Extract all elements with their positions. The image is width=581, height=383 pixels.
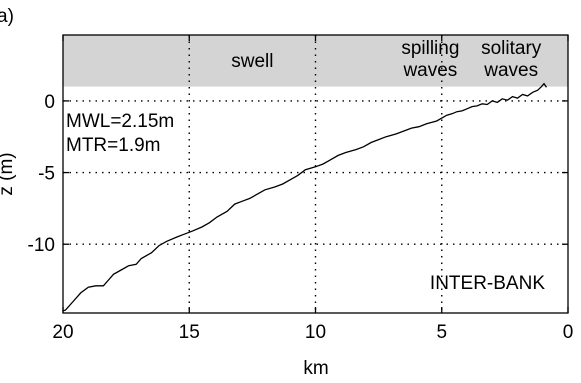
x-axis-label: km [303, 358, 328, 379]
mwl-annotation: MWL=2.15m [66, 111, 174, 132]
zone-label: swell [231, 51, 273, 72]
y-tick-label: -5 [38, 164, 55, 185]
zone-label: solitary [481, 38, 542, 59]
zone-label: waves [402, 60, 457, 81]
y-tick-label: 0 [44, 92, 55, 113]
x-tick-label: 5 [436, 322, 447, 343]
x-tick-label: 10 [305, 322, 326, 343]
y-axis-label: z (m) [0, 152, 17, 195]
x-tick-label: 15 [179, 322, 200, 343]
axis-ticks: 20 15 10 5 0 0 -5 -10 [28, 35, 574, 343]
zone-label: spilling [401, 38, 459, 59]
panel-label: a) [0, 6, 14, 27]
wave-zone-band [63, 35, 568, 87]
x-tick-label: 0 [563, 322, 574, 343]
depth-profile-line [63, 82, 548, 312]
grid-lines [63, 35, 568, 313]
x-tick-label: 20 [52, 322, 73, 343]
y-tick-label: -10 [28, 235, 55, 256]
mtr-annotation: MTR=1.9m [66, 135, 161, 156]
site-label: INTER-BANK [430, 273, 545, 294]
zone-label: waves [483, 60, 538, 81]
